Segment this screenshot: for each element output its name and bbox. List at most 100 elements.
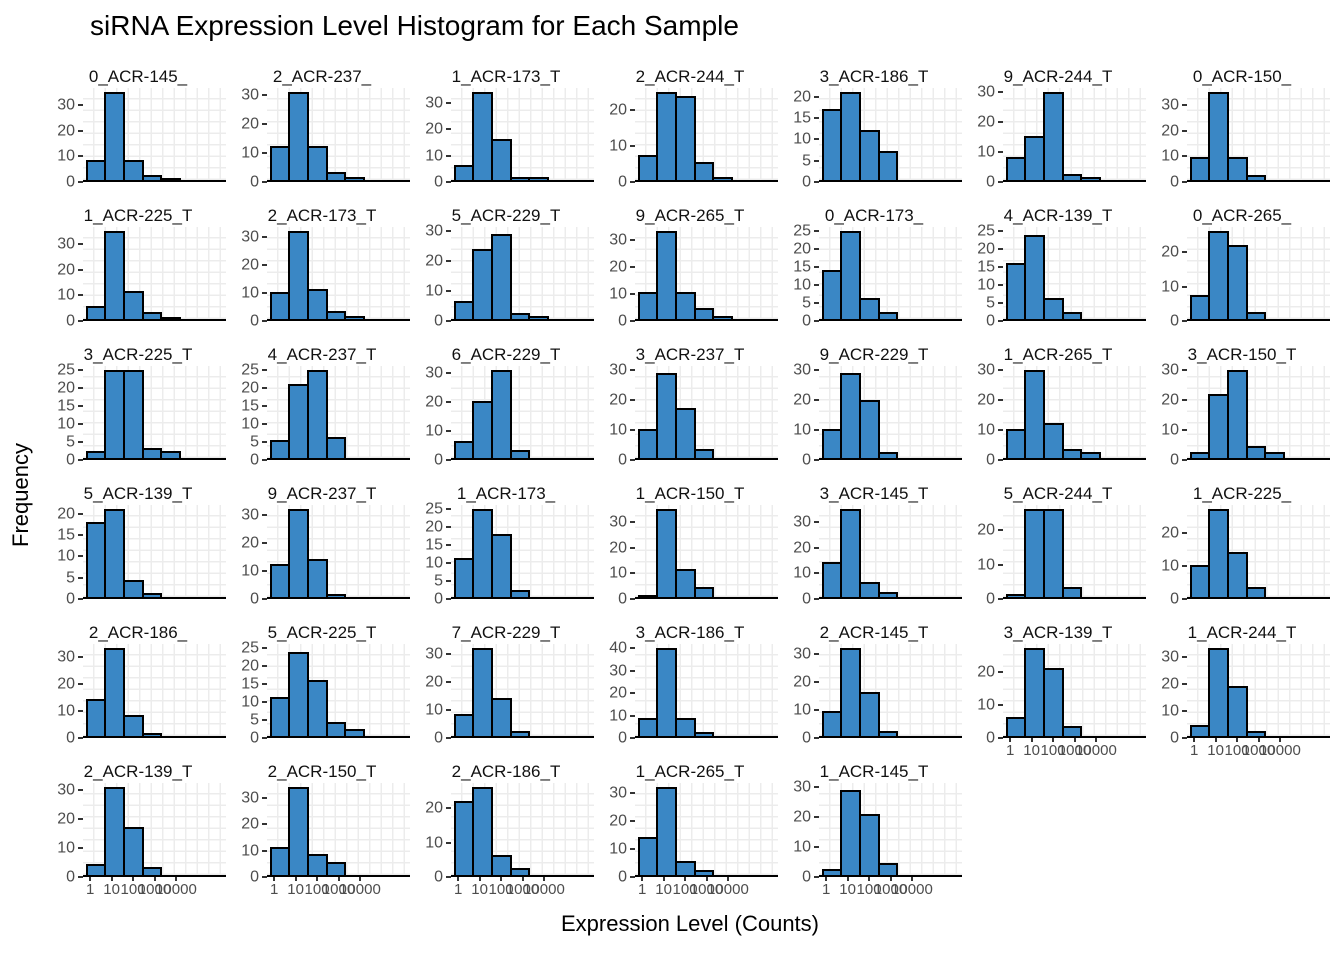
- y-tick-mark: [78, 847, 83, 850]
- y-tick-mark: [1182, 104, 1187, 107]
- y-tick-mark: [1182, 251, 1187, 254]
- histogram-bar: [1061, 174, 1083, 180]
- y-tick-mark: [446, 580, 451, 583]
- panel-title: 1_ACR-145_T: [819, 762, 929, 781]
- y-tick-label: 10: [609, 707, 627, 725]
- y-axis: 20 15 10 5 0: [782, 88, 819, 190]
- histogram-bar: [1005, 156, 1027, 180]
- histogram-bar: [1024, 370, 1046, 458]
- plot-area: [1003, 644, 1146, 738]
- histogram-bar: [509, 590, 531, 597]
- panel-title: 3_ACR-145_T: [819, 484, 929, 503]
- panel-title: 4_ACR-139_T: [1003, 206, 1113, 225]
- y-tick-label: 10: [241, 284, 259, 302]
- y-tick-mark: [814, 159, 819, 162]
- y-tick-mark: [78, 268, 83, 271]
- y-tick-label: 0: [1170, 312, 1179, 330]
- x-tick-label: 1: [1005, 742, 1015, 759]
- histogram-bar: [712, 176, 733, 180]
- y-tick-mark: [814, 284, 819, 287]
- y-tick-label: 0: [434, 729, 443, 747]
- x-tick-label: 100: [488, 881, 514, 898]
- histogram-bar: [1189, 725, 1211, 736]
- y-tick-mark: [446, 841, 451, 844]
- x-tick-label: 10000: [155, 881, 197, 898]
- y-tick-mark: [446, 709, 451, 712]
- y-tick-mark: [998, 320, 1003, 322]
- panel-body: 25 20 15 10 5 0: [414, 500, 598, 607]
- y-tick-mark: [446, 372, 451, 375]
- panel-body: 30 20 10 0: [966, 362, 1150, 468]
- y-tick-mark: [446, 230, 451, 233]
- panel-body: 20 15 10 5 0: [782, 88, 966, 190]
- histogram-panel: 1_ACR-150_T 30 20 10 0: [598, 481, 782, 620]
- y-tick-label: 30: [57, 96, 75, 114]
- histogram-bar: [1024, 509, 1046, 597]
- y-tick-mark: [78, 534, 83, 537]
- y-tick-mark: [78, 441, 83, 444]
- y-tick-mark: [630, 669, 635, 672]
- histogram-bar: [160, 316, 181, 319]
- histogram-bar: [509, 313, 531, 319]
- y-tick-label: 20: [609, 391, 627, 409]
- plot-area: [1187, 366, 1330, 460]
- histogram-bar: [693, 731, 715, 736]
- y-tick-label: 20: [57, 675, 75, 693]
- y-tick-mark: [630, 737, 635, 739]
- y-tick-label: 10: [241, 144, 259, 162]
- y-tick-label: 10: [425, 282, 443, 300]
- y-tick-label: 10: [977, 143, 995, 161]
- y-tick-mark: [998, 302, 1003, 305]
- panel-title: 3_ACR-139_T: [1003, 623, 1113, 642]
- histogram-bar: [1043, 297, 1064, 319]
- histogram-bar: [104, 92, 126, 180]
- histogram-bar: [453, 558, 475, 597]
- y-tick-label: 30: [425, 94, 443, 112]
- histogram-bar: [1189, 295, 1211, 319]
- y-tick-label: 20: [793, 88, 811, 106]
- histogram-bar: [160, 177, 181, 180]
- x-tick-mark: [110, 877, 113, 881]
- y-tick-label: 20: [977, 391, 995, 409]
- panel-title: 9_ACR-237_T: [267, 484, 377, 503]
- y-tick-label: 20: [609, 812, 627, 830]
- y-tick-label: 30: [793, 778, 811, 796]
- histogram-bar: [1227, 157, 1248, 180]
- panel-body: 30 20 10 0: [1150, 88, 1334, 190]
- panel-title: 1_ACR-225_T: [83, 206, 193, 225]
- y-tick-mark: [998, 529, 1003, 532]
- y-tick-mark: [262, 369, 267, 372]
- y-axis: 30 20 10 0: [230, 783, 267, 885]
- y-tick-label: 20: [241, 256, 259, 274]
- y-axis: 30 20 10 0: [966, 84, 1003, 190]
- y-tick-label: 10: [57, 415, 75, 433]
- histogram-panel: 1_ACR-265_T 30 20 10 0 1 10 100 1000 10000: [598, 759, 782, 898]
- histogram-bar: [877, 452, 899, 458]
- histogram-bar: [123, 714, 144, 736]
- y-tick-mark: [630, 546, 635, 549]
- histogram-panel: 4_ACR-139_T 25 20 15 10 5 0: [966, 203, 1150, 342]
- histogram-bar: [859, 399, 880, 458]
- plot-area: [635, 88, 778, 182]
- panel-title: 4_ACR-237_T: [267, 345, 377, 364]
- x-tick-mark: [521, 877, 524, 881]
- y-tick-label: 5: [802, 294, 811, 312]
- y-tick-mark: [998, 248, 1003, 251]
- y-tick-mark: [262, 152, 267, 155]
- x-axis: 1 10 100 1000 10000: [451, 877, 594, 898]
- y-axis: 20 10 0: [1150, 505, 1187, 607]
- y-tick-label: 25: [241, 639, 259, 657]
- y-tick-mark: [446, 154, 451, 157]
- plot-area: [819, 505, 962, 599]
- y-tick-label: 10: [241, 562, 259, 580]
- histogram-bar: [307, 679, 328, 736]
- histogram-bar: [509, 177, 531, 180]
- y-tick-mark: [998, 399, 1003, 402]
- x-tick-label: 10: [839, 881, 856, 898]
- panel-title: 0_ACR-150_: [1192, 67, 1292, 86]
- plot-area: [635, 783, 778, 877]
- x-tick-label: 10000: [707, 881, 749, 898]
- histogram-bar: [472, 787, 494, 875]
- y-tick-label: 25: [425, 500, 443, 518]
